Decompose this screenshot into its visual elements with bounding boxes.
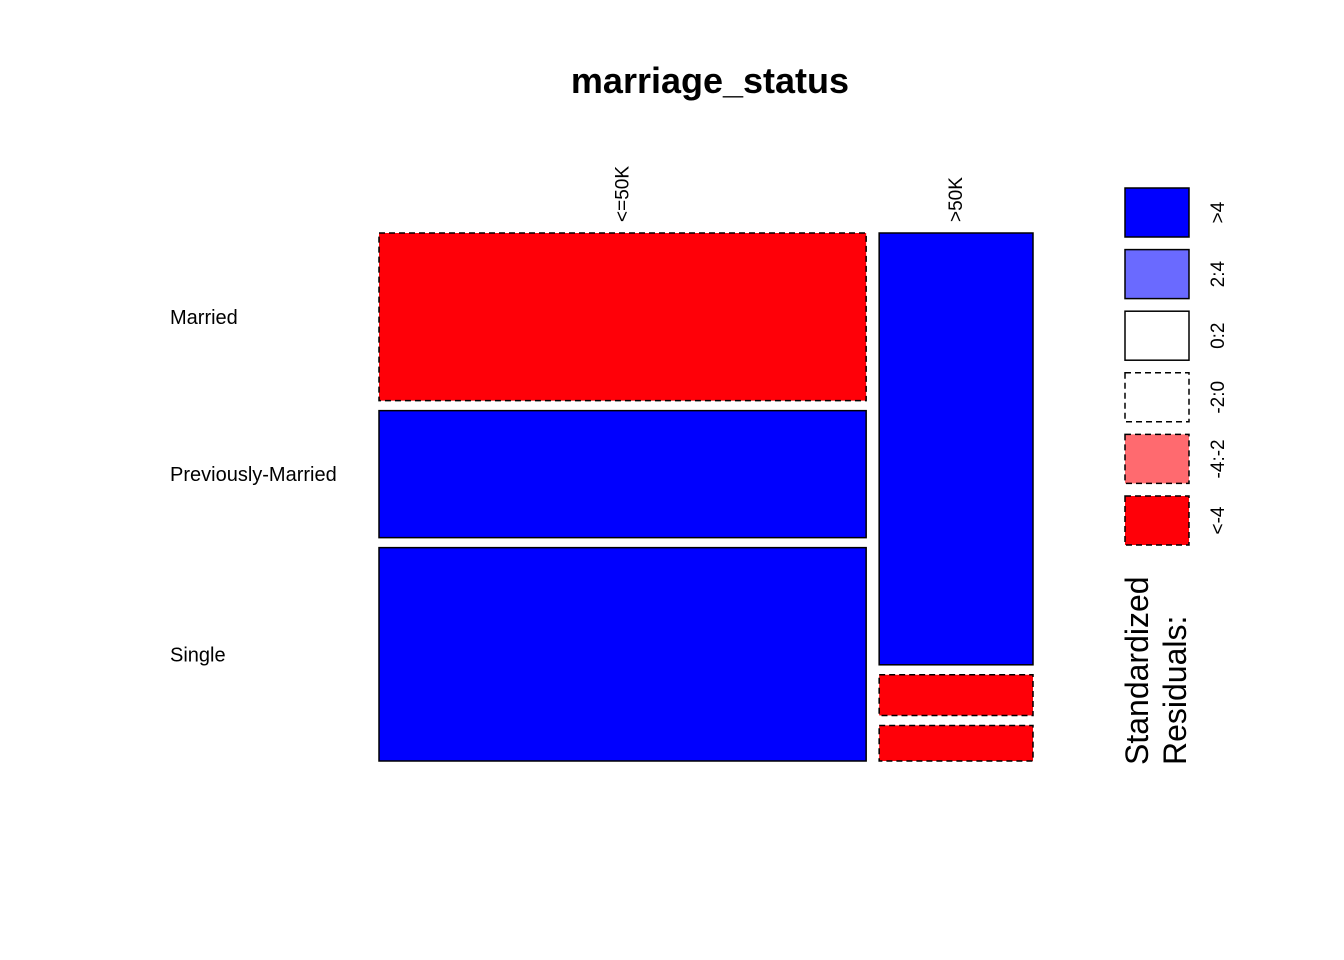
legend-label-0-2: 0:2: [1208, 322, 1229, 348]
tile-le50k-previously-married: [378, 409, 867, 539]
tile-gt50k-single: [878, 724, 1034, 762]
column-label-le50k: <=50K: [613, 166, 634, 222]
row-label-previously-married: Previously-Married: [170, 464, 337, 486]
legend-swatch-2-0: [1124, 372, 1190, 423]
legend-label-2-4: 2:4: [1208, 260, 1229, 287]
legend-title-line: Standardized: [1119, 576, 1155, 765]
legend-swatch-2-4: [1124, 248, 1190, 300]
tile-gt50k-married: [878, 232, 1034, 666]
tile-le50k-single: [378, 546, 867, 762]
legend-title-line: Residuals:: [1157, 616, 1193, 765]
column-labels: <=50K >50K: [613, 166, 968, 222]
tile-le50k-married: [378, 232, 867, 402]
legend-label-gt4: >4: [1208, 201, 1229, 223]
legend-label-2-0: -2:0: [1208, 381, 1229, 414]
legend-swatch-4-2: [1124, 433, 1190, 485]
column-label-gt50k: >50K: [946, 177, 967, 222]
legend-swatch-lt-4: [1124, 495, 1190, 546]
legend-label-lt-4: <-4: [1208, 506, 1229, 534]
row-label-married: Married: [170, 307, 238, 329]
legend-swatch-0-2: [1124, 310, 1190, 361]
legend: >4 2:4 0:2 -2:0 -4:-2 <-4 Standardized Residual…: [1119, 187, 1229, 765]
tile-gt50k-previously-married: [878, 674, 1034, 717]
legend-swatch-gt4: [1124, 187, 1190, 238]
chart-title: marriage_status: [571, 60, 849, 101]
legend-title: Standardized Residuals:: [1119, 576, 1193, 765]
row-labels: Married Previously-Married Single: [170, 307, 337, 667]
row-label-single: Single: [170, 644, 226, 666]
mosaic-tiles: [378, 232, 1034, 762]
legend-label-4-2: -4:-2: [1208, 439, 1229, 478]
